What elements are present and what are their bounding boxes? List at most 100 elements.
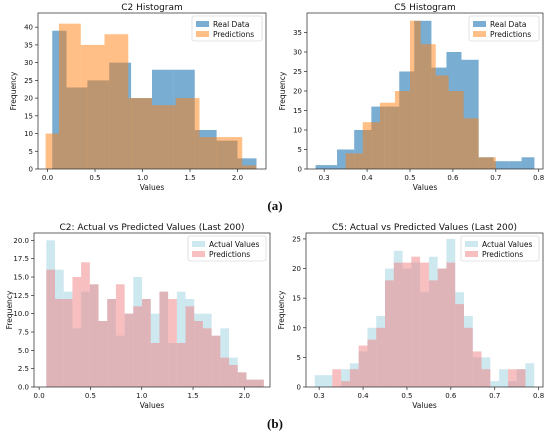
x-tick-label: 0.4 <box>362 174 374 182</box>
x-tick-label: 0.4 <box>357 392 369 400</box>
y-axis-title: Frequency <box>278 71 287 110</box>
bar <box>493 161 509 169</box>
x-axis-title: Values <box>413 183 438 192</box>
bar <box>199 137 224 169</box>
bar <box>72 277 82 387</box>
x-tick-label: 0.5 <box>401 392 412 400</box>
chart-title: C2: Actual vs Predicted Values (Last 200… <box>59 223 244 233</box>
bar <box>45 133 59 169</box>
bar <box>428 280 438 387</box>
legend-label: Predictions <box>209 250 250 259</box>
bar <box>223 137 243 169</box>
bar <box>394 91 410 169</box>
bar <box>341 369 350 387</box>
panel-label-a: (a) <box>267 198 282 213</box>
chart-c2-actual-vs-predicted: 0.0 0.5 1.0 1.5 2.0 0.0 2.5 5.0 7.5 10.0 12.5 15.0 1… <box>5 223 271 410</box>
bar <box>379 102 395 169</box>
bar <box>478 157 496 169</box>
x-tick-label: 0.5 <box>85 392 96 400</box>
bar <box>464 327 473 387</box>
bar <box>393 262 403 387</box>
x-axis-title: Values <box>140 183 165 192</box>
legend-swatch <box>192 251 205 257</box>
bar <box>150 343 160 387</box>
bar <box>115 284 125 387</box>
series-predictions <box>332 256 526 387</box>
bar <box>142 299 151 387</box>
x-tick-label: 0.5 <box>89 174 100 182</box>
bar <box>420 262 429 387</box>
bar <box>55 299 64 387</box>
bar <box>81 262 90 387</box>
legend-label: Actual Values <box>209 240 259 249</box>
bar <box>107 299 116 387</box>
y-tick-label: 5 <box>297 354 301 362</box>
bar <box>472 351 482 387</box>
bar <box>376 327 385 387</box>
y-tick-label: 0.0 <box>18 384 29 392</box>
bar <box>521 157 535 169</box>
legend-box <box>468 15 540 42</box>
y-tick-label: 35 <box>24 41 33 49</box>
bar <box>508 161 522 169</box>
x-tick-label: 0.6 <box>445 392 457 400</box>
y-tick-label: 15.0 <box>13 274 29 282</box>
bar <box>194 321 203 387</box>
y-tick-label: 7.5 <box>18 329 29 337</box>
plot-frame <box>305 232 544 388</box>
bar <box>358 345 368 387</box>
chart-title: C5 Histogram <box>394 3 456 13</box>
y-tick-label: 10.0 <box>13 310 29 318</box>
y-tick-label: 0 <box>29 166 33 174</box>
y-tick-label: 25 <box>24 77 33 85</box>
bar <box>435 75 449 169</box>
bar <box>323 375 333 387</box>
plot-frame <box>37 12 267 170</box>
bar <box>124 313 134 387</box>
y-tick-label: 25 <box>292 235 301 243</box>
y-tick-label: 5 <box>298 146 302 154</box>
bar <box>242 165 257 169</box>
legend-label: Predictions <box>213 30 254 39</box>
x-tick-label: 1.5 <box>187 392 198 400</box>
bar <box>385 280 394 387</box>
x-tick-label: 1.0 <box>136 392 147 400</box>
series-predictions <box>345 20 496 170</box>
bar <box>499 369 508 387</box>
legend-label: Real Data <box>213 20 249 29</box>
legend-swatch <box>465 251 478 257</box>
chart-c2-histogram: 0.0 0.5 1.0 1.5 2.0 0 5 10 15 20 25 30 35 40 C2 Histog… <box>9 3 267 192</box>
bar <box>411 256 421 387</box>
y-tick-label: 20.0 <box>13 237 29 245</box>
bar <box>98 321 108 387</box>
chart-c5-histogram: 0.3 0.4 0.5 0.6 0.7 0.8 0 5 10 15 20 25 30 35 C5 Histo… <box>278 3 544 192</box>
x-tick-label: 1.5 <box>184 174 195 182</box>
y-tick-label: 25 <box>293 68 302 76</box>
panel-label-b: (b) <box>267 416 283 431</box>
bar <box>490 381 500 387</box>
legend-label: Predictions <box>490 30 531 39</box>
legend-box <box>187 235 267 262</box>
bar <box>507 369 517 387</box>
y-tick-label: 20 <box>293 88 302 96</box>
series-predictions <box>46 262 264 387</box>
bar <box>175 98 200 169</box>
legend-box <box>460 235 540 262</box>
bar <box>237 158 257 169</box>
bar <box>220 357 230 387</box>
bar <box>63 299 73 387</box>
bar <box>128 98 152 169</box>
legend-box <box>191 15 263 42</box>
y-axis-title: Frequency <box>277 290 286 329</box>
legend-swatch <box>196 21 209 27</box>
x-tick-label: 0.8 <box>533 174 544 182</box>
bar <box>409 20 421 169</box>
bar <box>349 369 359 387</box>
y-tick-label: 10 <box>24 130 33 138</box>
bar <box>159 291 169 387</box>
x-tick-label: 0.7 <box>489 392 500 400</box>
y-tick-label: 20 <box>292 265 301 273</box>
y-tick-label: 10 <box>293 127 302 135</box>
